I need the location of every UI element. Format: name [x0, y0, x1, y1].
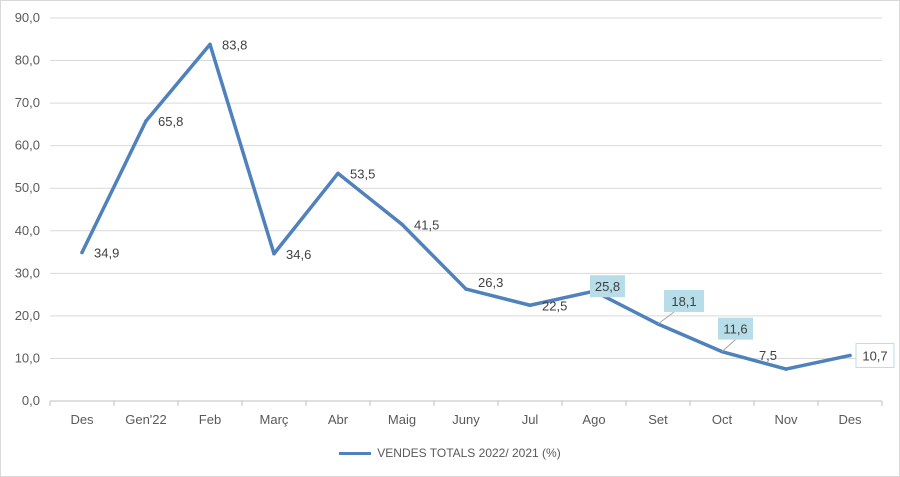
y-tick-label: 30,0 — [15, 265, 40, 280]
x-tick-label: Juny — [452, 412, 480, 427]
data-label: 22,5 — [542, 298, 567, 313]
y-tick-label: 20,0 — [15, 308, 40, 323]
data-point — [784, 367, 788, 371]
data-point — [336, 171, 340, 176]
data-point — [272, 252, 276, 256]
data-point — [848, 353, 852, 358]
y-tick-label: 90,0 — [15, 10, 40, 25]
data-label-box — [590, 275, 625, 298]
data-label: 26,3 — [478, 275, 503, 290]
data-label: 41,5 — [414, 217, 439, 232]
data-label-leader — [657, 311, 675, 325]
y-tick-label: 40,0 — [15, 223, 40, 238]
data-label: 7,5 — [759, 348, 777, 363]
data-label-leader — [721, 339, 736, 353]
x-tick-label: Jul — [522, 412, 539, 427]
legend-swatch — [339, 451, 372, 455]
y-tick-label: 0,0 — [22, 393, 40, 408]
data-point — [80, 250, 84, 255]
data-label-box — [855, 342, 895, 368]
y-tick-label: 80,0 — [15, 53, 40, 68]
data-point — [464, 287, 468, 291]
data-label: 83,8 — [222, 37, 247, 52]
data-point — [208, 42, 212, 47]
data-point — [528, 303, 532, 307]
data-label-box — [664, 289, 704, 312]
x-tick-label: Set — [648, 412, 668, 427]
legend-label: VENDES TOTALS 2022/ 2021 (%) — [377, 446, 561, 460]
x-tick-label: Gen'22 — [125, 412, 167, 427]
x-tick-label: Oct — [712, 412, 733, 427]
legend: VENDES TOTALS 2022/ 2021 (%) — [0, 444, 900, 462]
y-tick-label: 70,0 — [15, 95, 40, 110]
data-label-box — [718, 317, 753, 340]
data-label: 25,8 — [595, 279, 620, 294]
y-tick-label: 50,0 — [15, 180, 40, 195]
x-tick-label: Des — [838, 412, 862, 427]
x-tick-label: Feb — [199, 412, 221, 427]
data-label: 34,6 — [286, 247, 311, 262]
data-label: 65,8 — [158, 114, 183, 129]
y-tick-label: 10,0 — [15, 350, 40, 365]
data-label: 11,6 — [723, 322, 747, 337]
x-tick-label: Abr — [328, 412, 349, 427]
data-label: 34,9 — [94, 245, 119, 260]
data-label: 18,1 — [671, 294, 696, 309]
data-point — [400, 222, 404, 227]
x-tick-label: Març — [260, 412, 289, 427]
data-label: 53,5 — [350, 166, 375, 181]
x-tick-label: Ago — [582, 412, 605, 427]
y-tick-label: 60,0 — [15, 138, 40, 153]
x-tick-label: Nov — [774, 412, 798, 427]
data-point — [144, 119, 148, 123]
x-tick-label: Maig — [388, 412, 416, 427]
data-label: 10,7 — [862, 348, 887, 363]
x-tick-label: Des — [70, 412, 94, 427]
